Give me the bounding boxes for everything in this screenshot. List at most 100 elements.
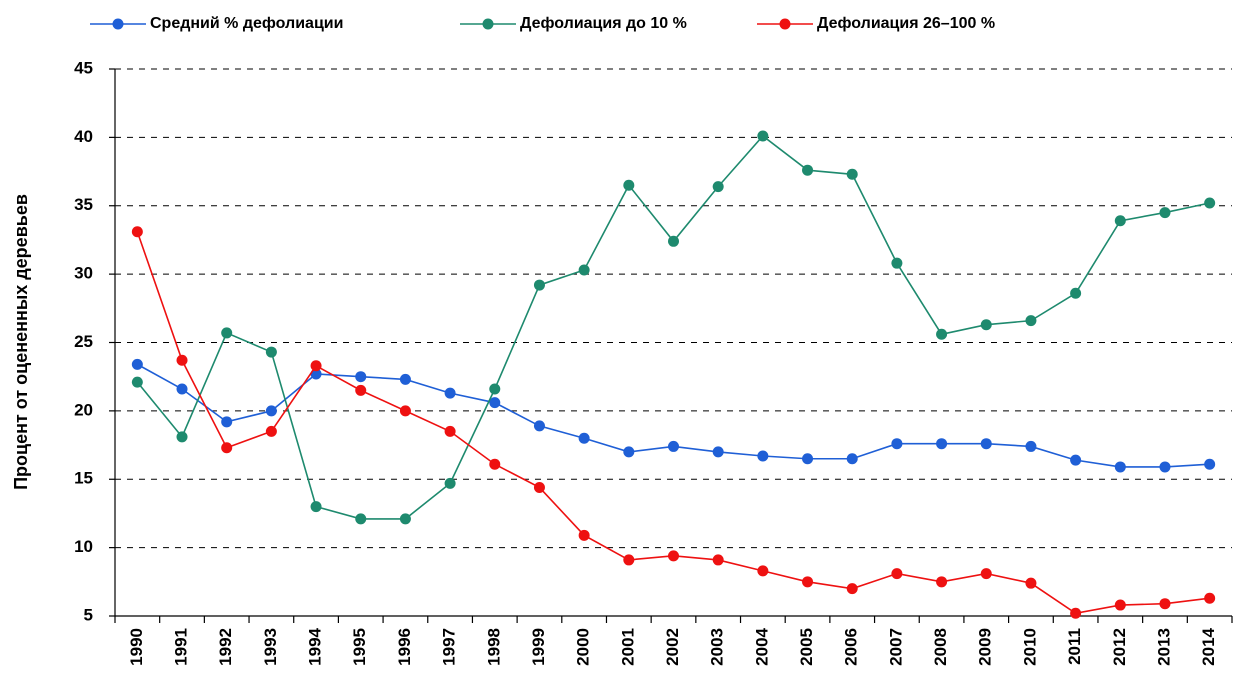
x-tick-label: 1991 — [172, 628, 191, 666]
data-point — [757, 450, 769, 462]
data-point — [668, 440, 679, 452]
x-tick-label: 1994 — [306, 627, 325, 665]
data-point — [399, 373, 411, 385]
data-point — [489, 397, 501, 409]
data-point — [533, 481, 545, 493]
data-point — [623, 179, 635, 191]
data-point — [265, 405, 277, 417]
legend-label: Дефолиация до 10 % — [520, 15, 687, 32]
data-point — [444, 477, 456, 489]
data-point — [176, 354, 188, 366]
data-point — [355, 513, 367, 525]
data-point — [444, 425, 456, 437]
x-tick-label: 1997 — [440, 628, 459, 666]
data-point — [757, 565, 769, 577]
data-point — [623, 446, 635, 458]
legend-marker — [112, 18, 124, 30]
x-tick-label: 2005 — [797, 628, 816, 666]
legend-label: Средний % дефолиации — [150, 15, 343, 32]
data-point — [802, 576, 814, 588]
data-point — [712, 554, 724, 566]
data-point — [176, 431, 188, 443]
y-tick-label: 5 — [84, 605, 93, 624]
x-tick-label: 1993 — [261, 628, 280, 666]
data-point — [221, 416, 233, 428]
data-point — [712, 181, 724, 193]
x-tick-label: 2002 — [663, 628, 682, 666]
data-point — [355, 371, 367, 383]
data-point — [310, 360, 322, 372]
data-point — [131, 226, 143, 238]
data-point — [131, 358, 143, 370]
data-point — [802, 164, 814, 176]
y-axis-title: Процент от оцененных деревьев — [11, 194, 31, 490]
x-tick-label: 2006 — [842, 628, 861, 666]
y-tick-label: 40 — [74, 127, 93, 146]
data-point — [533, 279, 545, 291]
data-point — [176, 383, 188, 395]
data-point — [1159, 598, 1171, 610]
x-tick-label: 1996 — [395, 628, 414, 666]
data-point — [1204, 197, 1216, 209]
data-point — [623, 554, 635, 566]
data-point — [399, 405, 411, 417]
data-point — [668, 550, 679, 562]
y-tick-label: 20 — [74, 400, 93, 419]
data-point — [399, 513, 411, 525]
data-point — [936, 328, 948, 340]
x-tick-label: 2010 — [1020, 628, 1039, 666]
data-point — [1025, 440, 1037, 452]
x-tick-label: 2000 — [574, 628, 593, 666]
data-point — [891, 568, 903, 580]
data-point — [578, 264, 590, 276]
x-tick-label: 1990 — [127, 628, 146, 666]
data-point — [221, 327, 233, 339]
y-tick-label: 30 — [74, 264, 93, 283]
data-point — [355, 384, 367, 396]
x-tick-label: 2001 — [618, 628, 637, 666]
data-point — [846, 168, 858, 180]
legend-marker — [779, 18, 791, 30]
data-point — [1159, 461, 1171, 473]
data-point — [578, 529, 590, 541]
data-point — [980, 319, 992, 331]
data-point — [936, 438, 948, 450]
data-point — [757, 130, 769, 142]
data-point — [846, 583, 858, 595]
data-point — [1204, 592, 1216, 604]
data-point — [1025, 577, 1037, 589]
x-tick-label: 2009 — [976, 628, 995, 666]
data-point — [310, 501, 322, 513]
data-point — [1070, 607, 1082, 619]
data-point — [1070, 287, 1082, 299]
data-point — [1159, 207, 1171, 219]
data-point — [1114, 461, 1126, 473]
data-point — [891, 257, 903, 269]
data-point — [891, 438, 903, 450]
x-tick-label: 1992 — [216, 628, 235, 666]
x-tick-label: 1999 — [529, 628, 548, 666]
y-tick-label: 10 — [74, 537, 93, 556]
y-tick-label: 25 — [74, 332, 93, 351]
data-point — [1114, 215, 1126, 227]
data-point — [802, 453, 814, 465]
data-point — [444, 387, 456, 399]
data-point — [1025, 315, 1037, 327]
x-tick-label: 2008 — [931, 628, 950, 666]
data-point — [980, 568, 992, 580]
y-tick-label: 35 — [74, 195, 93, 214]
data-point — [1204, 458, 1216, 470]
data-point — [936, 576, 948, 588]
x-tick-label: 1995 — [350, 628, 369, 666]
x-tick-label: 2007 — [886, 628, 905, 666]
data-point — [1070, 454, 1082, 466]
data-point — [846, 453, 858, 465]
legend-label: Дефолиация 26–100 % — [817, 15, 995, 32]
data-point — [489, 383, 501, 395]
x-tick-label: 2003 — [708, 628, 727, 666]
x-tick-label: 2004 — [752, 627, 771, 665]
data-point — [265, 346, 277, 358]
x-tick-label: 2013 — [1154, 628, 1173, 666]
series-line — [136, 134, 1210, 520]
data-point — [1114, 599, 1126, 611]
